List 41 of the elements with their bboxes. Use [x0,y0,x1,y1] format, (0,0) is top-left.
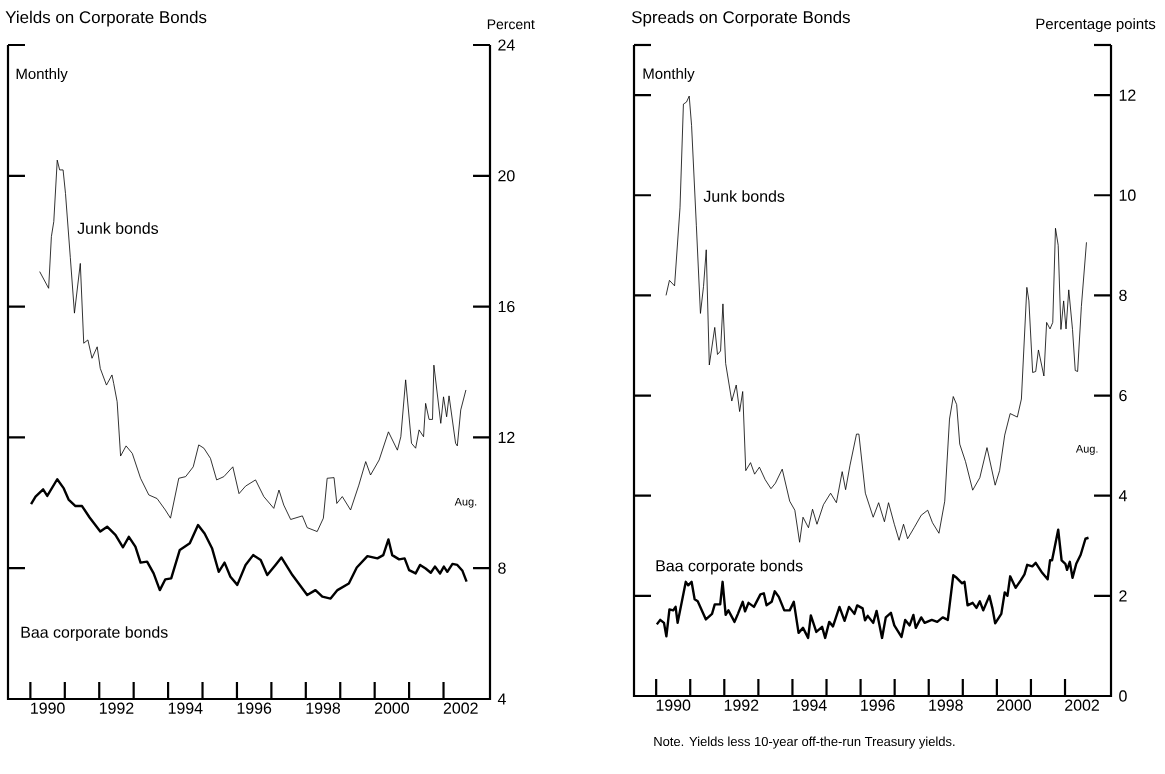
x-tick-label: 1990 [656,699,691,711]
x-tick-label: 1996 [237,702,272,714]
y-tick-label: 12 [498,431,515,443]
x-tick-label: 1996 [861,699,895,711]
annotation: Aug. [454,497,477,508]
annotation: Monthly [643,67,695,82]
text: Note. Yields less 10-year off-the-run Treasury yields. [654,736,955,749]
y-tick-label: 20 [498,170,515,182]
y-tick-label: 12 [1119,89,1136,101]
x-tick-label: 2000 [374,702,409,714]
x-tick-label: 1990 [31,702,65,714]
x-tick-label: 1992 [99,702,134,714]
annotation: Aug. [1075,445,1098,455]
chart-title: Spreads on Corporate Bonds [631,10,850,27]
y-tick-label: 10 [1119,189,1136,201]
series-label: Junk bonds [77,222,159,234]
text: Baa corporate bonds [21,626,168,642]
x-tick-label: 2002 [443,702,478,714]
y-tick-label: 4 [1118,490,1127,502]
x-tick-label: 2000 [996,699,1031,711]
y-tick-label: 24 [498,39,515,51]
x-tick-label: 2002 [1065,699,1099,711]
chart-title: Yields on Corporate Bonds [5,10,207,27]
series-label: Junk bonds [703,190,785,202]
y-tick-label: 6 [1119,389,1127,402]
y-tick-label: 4 [497,693,506,705]
x-tick-label: 1992 [724,699,759,711]
annotation: Monthly [16,68,68,83]
x-tick-label: 1994 [792,699,827,711]
y-tick-label: 2 [1119,590,1127,602]
y-axis-title: Percentage points [1036,18,1156,33]
series-label: Baa corporate bonds [656,559,803,575]
y-axis-title: Percent [487,19,535,30]
x-tick-label: 1998 [306,702,341,714]
y-tick-label: 8 [1119,289,1127,302]
x-tick-label: 1998 [929,699,963,711]
y-tick-label: 8 [498,562,506,574]
line-series [655,528,1090,640]
y-tick-label: 16 [498,300,515,313]
x-tick-label: 1994 [168,702,203,714]
y-tick-label: 0 [1119,690,1127,702]
